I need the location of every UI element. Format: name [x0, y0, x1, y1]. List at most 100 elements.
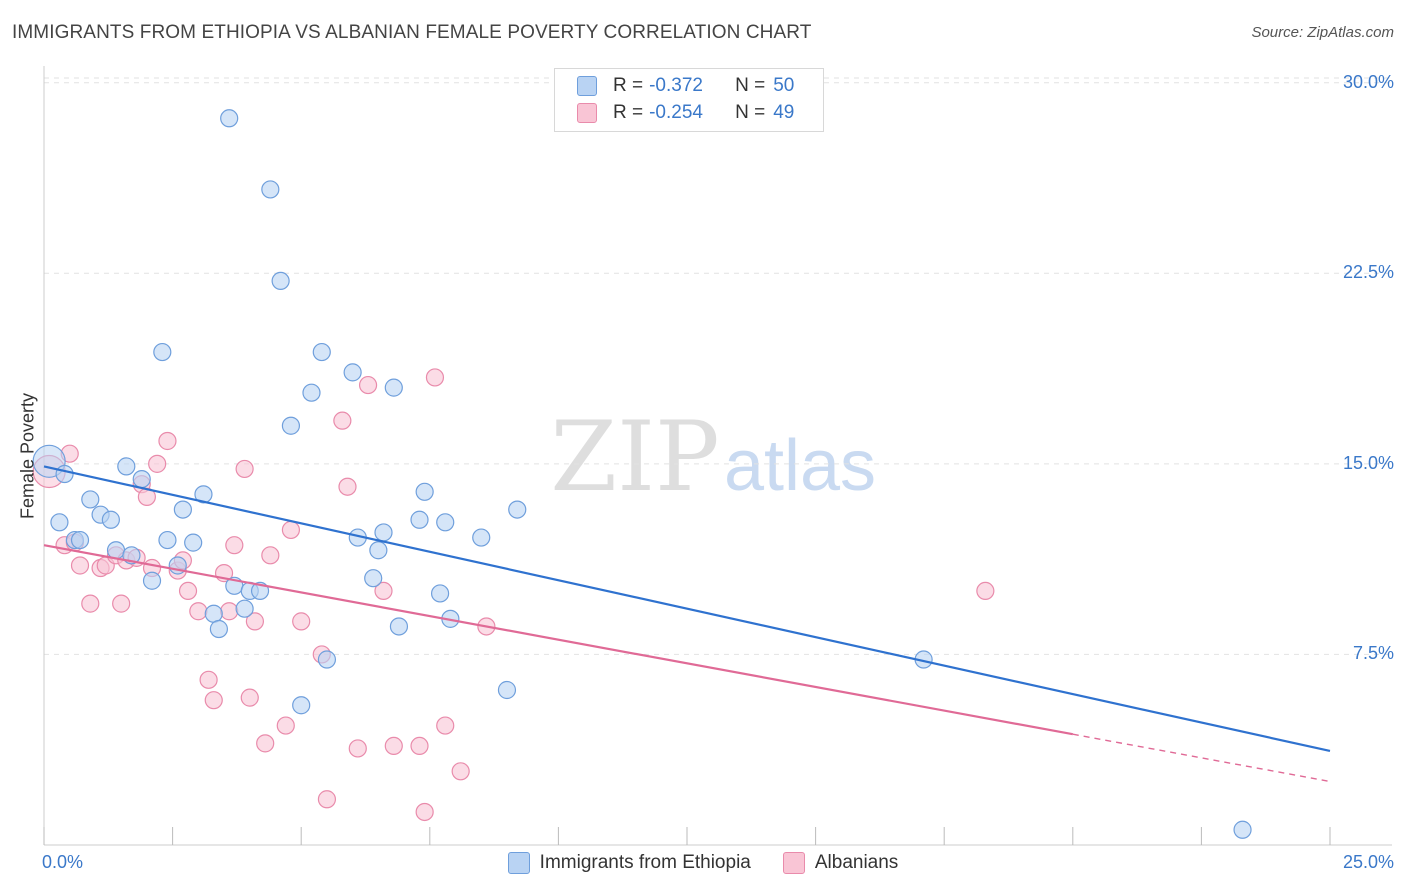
y-axis-label: Female Poverty [17, 392, 38, 520]
albanian-point [158, 431, 177, 451]
albanian-point [261, 546, 280, 565]
albanian-point [220, 602, 239, 621]
r-label: R = [613, 102, 644, 123]
ethiopia-point [410, 510, 429, 529]
x-tick-label-min: 0.0% [42, 852, 84, 872]
albanian-point [436, 716, 455, 735]
y-tick-label: 7.5% [1352, 643, 1394, 664]
watermark-atlas: atlas [724, 426, 876, 506]
ethiopia-point [281, 416, 301, 435]
ethiopia-point [142, 571, 162, 590]
y-tick-label: 15.0% [1342, 452, 1394, 473]
chart-title: IMMIGRANTS FROM ETHIOPIA VS ALBANIAN FEM… [12, 22, 812, 43]
ethiopia-point [173, 500, 192, 519]
ethiopia-point [317, 650, 337, 669]
ethiopia-point [55, 464, 74, 484]
albanian-point [240, 688, 259, 707]
ethiopia-trend-line [43, 465, 1331, 753]
albanian-point [178, 581, 198, 601]
r-value: -0.254 [649, 102, 703, 123]
ethiopia-point [81, 490, 100, 509]
ethiopia-point [1233, 820, 1252, 839]
watermark-zip: ZIP [550, 401, 719, 513]
albanian-point [148, 454, 167, 473]
ethiopia-point [369, 541, 388, 560]
ethiopia-point [101, 510, 120, 529]
albanian-point [374, 581, 393, 601]
albanian-trend-extension [1072, 733, 1331, 783]
albanian-point [189, 602, 208, 621]
albanian-point [292, 612, 311, 631]
legend-item-ethiopia: Immigrants from Ethiopia [507, 852, 751, 874]
albanian-point [281, 520, 301, 540]
ethiopia-point [132, 469, 151, 489]
ethiopia-point [374, 523, 393, 542]
ethiopia-point [430, 584, 450, 603]
ethiopia-point [364, 569, 383, 588]
albanian-swatch [577, 103, 597, 123]
r-label: R = [613, 75, 644, 96]
ethiopia-point [209, 619, 228, 639]
ethiopia-point [235, 599, 254, 618]
albanian-point [384, 736, 403, 756]
albanian-point [333, 411, 352, 430]
albanian-point [358, 375, 378, 395]
legend-item-albanians: Albanians [782, 852, 899, 874]
ethiopia-point [70, 530, 90, 550]
albanian-point [425, 368, 445, 387]
albanian-point [415, 802, 434, 822]
correlation-legend: R = -0.372 N = 50 R = -0.254 N = 49 [554, 68, 824, 132]
ethiopia-swatch [507, 852, 530, 874]
albanian-point [70, 556, 90, 575]
albanian-point [976, 581, 995, 601]
n-label: N = [735, 75, 766, 96]
ethiopia-point [436, 513, 455, 532]
n-label: N = [735, 102, 766, 123]
albanian-point [204, 691, 223, 710]
source-label: Source: ZipAtlas.com [1251, 24, 1394, 41]
ethiopia-swatch [577, 76, 597, 96]
ethiopia-point [117, 457, 136, 476]
ethiopia-point [472, 528, 491, 547]
series-legend: Immigrants from Ethiopia Albanians [0, 852, 1406, 874]
ethiopia-point [261, 180, 280, 199]
ethiopia-point [508, 500, 527, 519]
ethiopia-point [302, 383, 321, 402]
albanian-swatch [782, 852, 805, 874]
ethiopia-point [204, 604, 223, 623]
ethiopia-point [158, 530, 177, 550]
ethiopia-point [312, 342, 331, 362]
ethiopia-point [497, 680, 517, 700]
albanian-point [199, 670, 218, 689]
y-tick-label: 22.5% [1342, 262, 1394, 283]
legend-row-albanians: R = -0.254 N = 49 [577, 101, 794, 125]
albanian-point [235, 459, 254, 479]
ethiopia-point [153, 342, 172, 362]
legend-row-ethiopia: R = -0.372 N = 50 [577, 74, 794, 98]
albanian-point [245, 612, 265, 631]
legend-label-albanians: Albanians [814, 852, 899, 873]
ethiopia-point [389, 617, 409, 636]
albanian-trend-line [43, 544, 1073, 736]
ethiopia-point [384, 378, 403, 397]
ethiopia-point [184, 533, 203, 552]
albanian-point [338, 477, 357, 496]
ethiopia-point [50, 513, 69, 532]
albanian-point [225, 536, 244, 555]
ethiopia-point [220, 109, 239, 128]
ethiopia-point [415, 482, 434, 501]
y-tick-label: 30.0% [1342, 71, 1394, 92]
n-value: 50 [773, 75, 795, 96]
albanian-point [276, 716, 295, 735]
albanian-point [410, 736, 429, 756]
albanian-point [317, 790, 337, 809]
n-value: 49 [773, 102, 795, 123]
ethiopia-point [343, 363, 362, 382]
albanian-point [256, 734, 275, 753]
albanian-point [451, 762, 470, 781]
ethiopia-point [292, 696, 311, 715]
ethiopia-point [271, 271, 290, 291]
x-tick-label-max: 25.0% [1342, 852, 1394, 872]
albanian-point [112, 594, 131, 613]
